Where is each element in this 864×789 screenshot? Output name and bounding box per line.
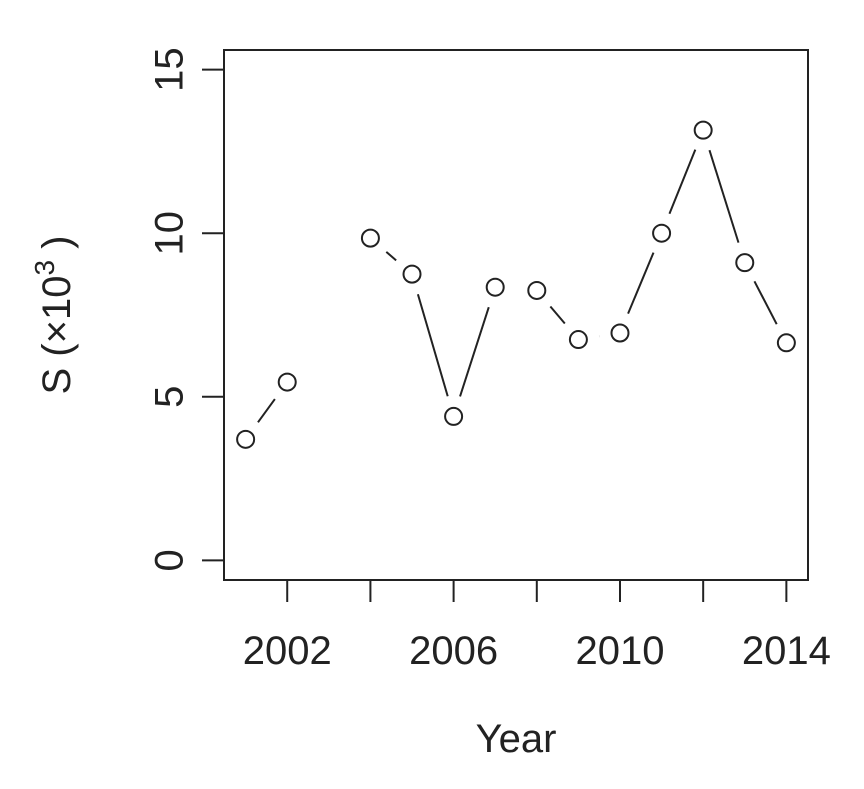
y-label-main: S (×10	[35, 276, 79, 395]
data-point	[528, 282, 545, 299]
y-tick-label: 0	[148, 549, 192, 571]
y-label-end: )	[35, 236, 79, 260]
line-segment	[550, 306, 564, 323]
data-point	[487, 279, 504, 296]
data-point	[570, 331, 587, 348]
data-point	[736, 254, 753, 271]
y-axis-label: S (×103 )	[29, 236, 79, 395]
line-segment	[754, 281, 776, 324]
line-segment	[418, 294, 448, 396]
y-tick-label: 10	[148, 211, 192, 256]
data-point	[778, 334, 795, 351]
data-point	[362, 230, 379, 247]
line-segment	[258, 399, 275, 422]
data-point	[445, 408, 462, 425]
x-tick-label: 2010	[575, 629, 664, 673]
line-segment	[460, 307, 489, 396]
data-point	[695, 122, 712, 139]
data-point	[611, 324, 628, 341]
y-tick-label: 5	[148, 386, 192, 408]
y-tick-label: 15	[148, 47, 192, 92]
data-point	[279, 374, 296, 391]
data-point	[237, 431, 254, 448]
line-segment	[386, 252, 396, 261]
line-segment	[669, 150, 695, 214]
data-point	[653, 225, 670, 242]
y-label-sup: 3	[29, 260, 60, 276]
x-tick-label: 2002	[243, 629, 332, 673]
plot-frame	[224, 50, 808, 580]
line-segment	[628, 253, 653, 314]
x-tick-label: 2006	[409, 629, 498, 673]
line-segment	[709, 150, 738, 242]
x-axis-label: Year	[476, 717, 557, 761]
data-point	[404, 266, 421, 283]
x-tick-label: 2014	[742, 629, 831, 673]
